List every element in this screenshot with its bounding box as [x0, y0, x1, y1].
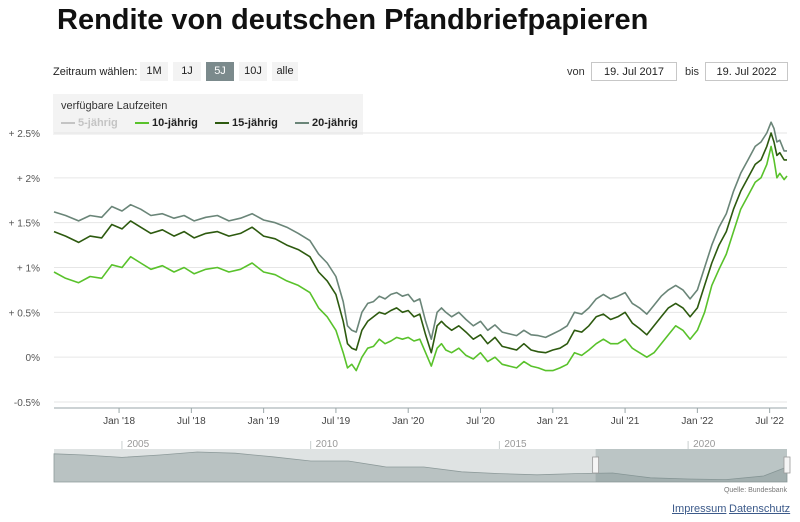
legend-item-20-jaehrig[interactable]: 20-jährig — [295, 117, 358, 129]
legend-item-5-jaehrig[interactable]: 5-jährig — [61, 117, 118, 129]
range-button-10j[interactable]: 10J — [239, 62, 267, 81]
y-tick-label: + 0.5% — [9, 308, 41, 319]
series-line-10-jährig[interactable] — [53, 145, 788, 372]
x-tick-label: Jul '21 — [611, 416, 640, 427]
range-label: Zeitraum wählen: — [53, 66, 138, 78]
y-tick-label: + 2% — [17, 174, 40, 185]
series-line-15-jährig[interactable] — [53, 132, 787, 354]
legend-swatch — [61, 122, 75, 125]
y-tick-label: + 1.5% — [9, 219, 41, 230]
navigator-year-label: 2005 — [127, 439, 150, 450]
legend-label: 10-jährig — [152, 117, 198, 129]
legend-label: 20-jährig — [312, 117, 358, 129]
impressum-link[interactable]: Impressum — [672, 503, 727, 515]
navigator-selection[interactable] — [595, 449, 787, 482]
range-button-1m[interactable]: 1M — [140, 62, 168, 81]
y-tick-label: -0.5% — [14, 398, 40, 409]
source-label: Quelle: Bundesbank — [724, 487, 788, 494]
page-title: Rendite von deutschen Pfandbriefpapieren — [57, 4, 649, 36]
navigator-year-label: 2020 — [693, 439, 716, 450]
navigator-handle-right[interactable] — [783, 456, 791, 474]
x-tick-label: Jan '22 — [681, 416, 713, 427]
x-tick-label: Jul '18 — [177, 416, 206, 427]
legend-title: verfügbare Laufzeiten — [61, 100, 168, 112]
x-tick-label: Jan '20 — [392, 416, 424, 427]
x-tick-label: Jul '19 — [322, 416, 351, 427]
x-tick-label: Jan '21 — [537, 416, 569, 427]
to-date-input[interactable] — [705, 62, 788, 81]
x-tick-label: Jul '22 — [755, 416, 784, 427]
legend: verfügbare Laufzeiten 5-jährig 10-jährig… — [53, 94, 363, 135]
to-label: bis — [685, 66, 700, 78]
navigator-year-label: 2015 — [504, 439, 527, 450]
legend-swatch — [215, 122, 229, 125]
legend-swatch — [135, 122, 149, 125]
range-button-5j[interactable]: 5J — [206, 62, 234, 81]
x-tick-label: Jan '18 — [103, 416, 135, 427]
yield-chart[interactable]: + 2.5% + 2% + 1.5% + 1% + 0.5% 0% -0.5% Jan '18… — [0, 0, 800, 500]
legend-item-15-jaehrig[interactable]: 15-jährig — [215, 117, 278, 129]
navigator-series — [53, 451, 788, 483]
x-tick-label: Jan '19 — [248, 416, 280, 427]
legend-label: 15-jährig — [232, 117, 278, 129]
legend-item-10-jaehrig[interactable]: 10-jährig — [135, 117, 198, 129]
range-button-alle[interactable]: alle — [272, 62, 298, 81]
series-line-20-jährig[interactable] — [53, 121, 787, 340]
navigator-year-label: 2010 — [316, 439, 339, 450]
legend-swatch — [295, 122, 309, 125]
y-tick-label: + 2.5% — [9, 129, 41, 140]
range-button-1j[interactable]: 1J — [173, 62, 201, 81]
y-tick-label: + 1% — [17, 264, 40, 275]
y-tick-label: 0% — [26, 353, 41, 364]
navigator-handle-left[interactable] — [592, 456, 600, 474]
from-label: von — [567, 66, 585, 78]
legend-label: 5-jährig — [78, 117, 118, 129]
x-tick-label: Jul '20 — [466, 416, 495, 427]
from-date-input[interactable] — [591, 62, 677, 81]
datenschutz-link[interactable]: Datenschutz — [729, 503, 791, 515]
